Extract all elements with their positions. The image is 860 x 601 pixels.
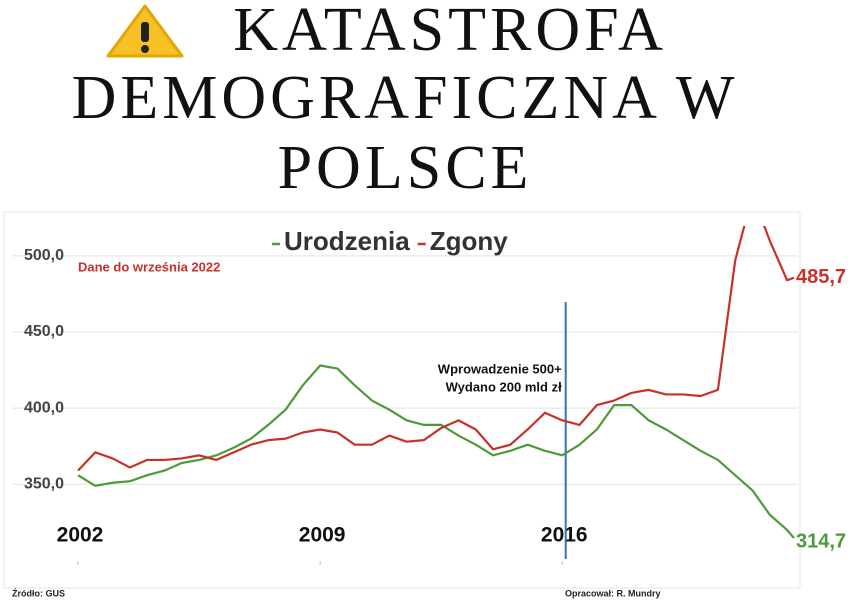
- warning-icon: [106, 4, 184, 58]
- series-line: [77, 364, 795, 539]
- author: Opracował: R. Mundry: [565, 588, 661, 598]
- y-tick-label: 350,0: [24, 476, 64, 493]
- series-line: [77, 226, 795, 472]
- legend: Urodzenia Zgony: [272, 226, 508, 256]
- legend-label: Zgony: [430, 226, 509, 256]
- x-tick-label: 2009: [299, 524, 346, 547]
- x-tick-label: 2002: [57, 524, 104, 547]
- note: Dane do września 2022: [78, 259, 220, 274]
- legend-label: Urodzenia: [284, 226, 410, 256]
- y-tick-label: 450,0: [24, 323, 64, 340]
- x-tick-label: 2016: [541, 524, 588, 547]
- title-line: DEMOGRAFICZNA W: [72, 64, 739, 132]
- y-tick-label: 500,0: [24, 247, 64, 264]
- source: Źródło: GUS: [12, 588, 65, 598]
- end-label: 314,7: [796, 530, 846, 552]
- title-line: POLSCE: [278, 134, 533, 202]
- y-tick-label: 400,0: [24, 399, 64, 416]
- annotation-text: Wydano 200 mld zł: [446, 379, 562, 394]
- chart-frame: [3, 211, 801, 589]
- annotation-text: Wprowadzenie 500+: [438, 361, 562, 376]
- end-label: 485,7: [796, 266, 846, 288]
- title-line: KATASTROFA: [233, 0, 667, 64]
